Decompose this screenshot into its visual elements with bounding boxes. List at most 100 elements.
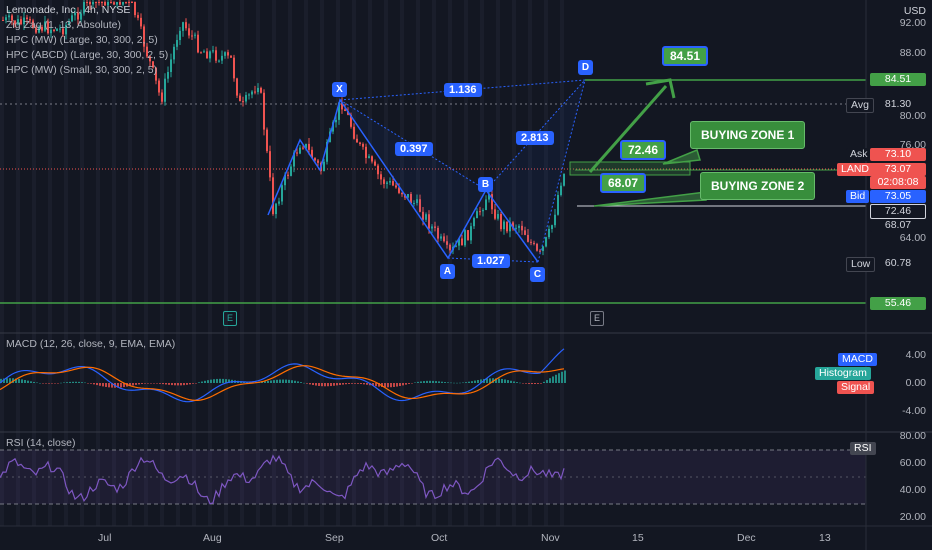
ratio-ac-label: 1.027 bbox=[472, 254, 510, 268]
histogram-bar bbox=[270, 380, 272, 383]
candle-body bbox=[2, 20, 4, 21]
candle-body bbox=[173, 46, 175, 60]
histogram-bar bbox=[342, 383, 344, 385]
candle-body bbox=[254, 91, 256, 93]
histogram-bar bbox=[399, 383, 401, 387]
histogram-bar bbox=[450, 382, 452, 384]
session-stripe bbox=[336, 0, 340, 526]
histogram-bar bbox=[99, 383, 101, 386]
histogram-bar bbox=[195, 383, 197, 384]
histogram-bar bbox=[375, 383, 377, 387]
histogram-bar bbox=[285, 379, 287, 383]
histogram-bar bbox=[306, 383, 308, 384]
histogram-bar bbox=[150, 383, 152, 384]
histogram-bar bbox=[288, 379, 290, 383]
candle-body bbox=[209, 51, 211, 59]
candle-body bbox=[107, 2, 109, 6]
buying-zone-1: BUYING ZONE 1 bbox=[690, 121, 806, 149]
candle-body bbox=[296, 152, 298, 154]
candle-body bbox=[8, 15, 10, 18]
session-stripe bbox=[512, 0, 516, 526]
candle-body bbox=[17, 19, 19, 25]
candle-body bbox=[560, 185, 562, 196]
candle-body bbox=[422, 211, 424, 220]
candle-body bbox=[458, 238, 460, 246]
candle-body bbox=[188, 28, 190, 36]
candle-body bbox=[419, 199, 421, 212]
candle-body bbox=[299, 147, 301, 154]
candle-body bbox=[158, 80, 160, 93]
histogram-bar bbox=[210, 379, 212, 383]
candle-body bbox=[35, 27, 37, 33]
time-label: Sep bbox=[325, 532, 344, 544]
candle-body bbox=[185, 22, 187, 29]
rsi-legend[interactable]: RSI (14, close) bbox=[6, 437, 76, 449]
histogram-bar bbox=[366, 383, 368, 385]
candle-body bbox=[71, 15, 73, 22]
price-tick: 80.00 bbox=[899, 110, 926, 122]
earnings-marker[interactable]: E bbox=[223, 311, 237, 326]
candle-body bbox=[473, 218, 475, 227]
indicator-hpc-abcd[interactable]: HPC (ABCD) (Large, 30, 300, 2, 5) bbox=[6, 49, 169, 61]
histogram-bar bbox=[411, 383, 413, 384]
indicator-hpc-mw-large[interactable]: HPC (MW) (Large, 30, 300, 2, 5) bbox=[6, 34, 158, 46]
candle-body bbox=[167, 71, 169, 79]
candle-body bbox=[548, 228, 550, 238]
histogram-bar bbox=[165, 383, 167, 385]
candle-body bbox=[197, 34, 199, 53]
candle-body bbox=[389, 181, 391, 183]
histogram-bar bbox=[264, 381, 266, 383]
histogram-bar bbox=[45, 383, 47, 384]
candle-body bbox=[437, 227, 439, 239]
candle-body bbox=[539, 250, 541, 252]
zone1-price-tag: 72.46 bbox=[870, 204, 926, 219]
candle-body bbox=[200, 52, 202, 54]
macd-legend[interactable]: MACD (12, 26, close, 9, EMA, EMA) bbox=[6, 338, 176, 350]
candle-body bbox=[269, 151, 271, 178]
histogram-bar bbox=[222, 378, 224, 383]
histogram-bar bbox=[372, 383, 374, 386]
candle-body bbox=[377, 165, 379, 175]
candle-body bbox=[110, 2, 112, 3]
candle-body bbox=[545, 237, 547, 247]
candle-body bbox=[275, 203, 277, 215]
candle-body bbox=[62, 28, 64, 35]
histogram-bar bbox=[501, 378, 503, 383]
point-a-label: A bbox=[440, 264, 455, 279]
candle-body bbox=[416, 199, 418, 203]
histogram-bar bbox=[69, 381, 71, 383]
histogram-bar bbox=[396, 383, 398, 387]
candle-body bbox=[521, 225, 523, 231]
histogram-bar bbox=[117, 383, 119, 388]
candle-body bbox=[530, 241, 532, 243]
candle-body bbox=[374, 161, 376, 166]
histogram-bar bbox=[561, 371, 563, 383]
currency-label[interactable]: USD bbox=[903, 5, 926, 17]
earnings-marker-upcoming[interactable]: E bbox=[590, 311, 604, 326]
candle-body bbox=[56, 28, 58, 31]
candle-body bbox=[317, 160, 319, 163]
candle-body bbox=[68, 21, 70, 25]
histogram-bar bbox=[360, 383, 362, 385]
histogram-bar bbox=[486, 378, 488, 383]
histogram-bar bbox=[21, 379, 23, 383]
candle-body bbox=[236, 78, 238, 96]
candle-body bbox=[413, 202, 415, 204]
histogram-bar bbox=[159, 383, 161, 384]
candle-body bbox=[149, 56, 151, 62]
candle-body bbox=[341, 102, 343, 110]
histogram-bar bbox=[528, 383, 530, 384]
session-stripe bbox=[288, 0, 292, 526]
indicator-hpc-mw-small[interactable]: HPC (MW) (Small, 30, 300, 2, 5) bbox=[6, 64, 158, 76]
indicator-zigzag[interactable]: Zig Zag (1, 13, Absolute) bbox=[6, 19, 121, 31]
candle-body bbox=[128, 2, 130, 3]
session-stripe bbox=[400, 0, 404, 526]
candle-body bbox=[83, 2, 85, 14]
candle-body bbox=[350, 114, 352, 127]
histogram-bar bbox=[267, 380, 269, 383]
histogram-bar bbox=[204, 380, 206, 383]
histogram-bar bbox=[387, 383, 389, 388]
candle-body bbox=[482, 210, 484, 212]
candle-body bbox=[446, 241, 448, 245]
histogram-bar bbox=[474, 380, 476, 383]
